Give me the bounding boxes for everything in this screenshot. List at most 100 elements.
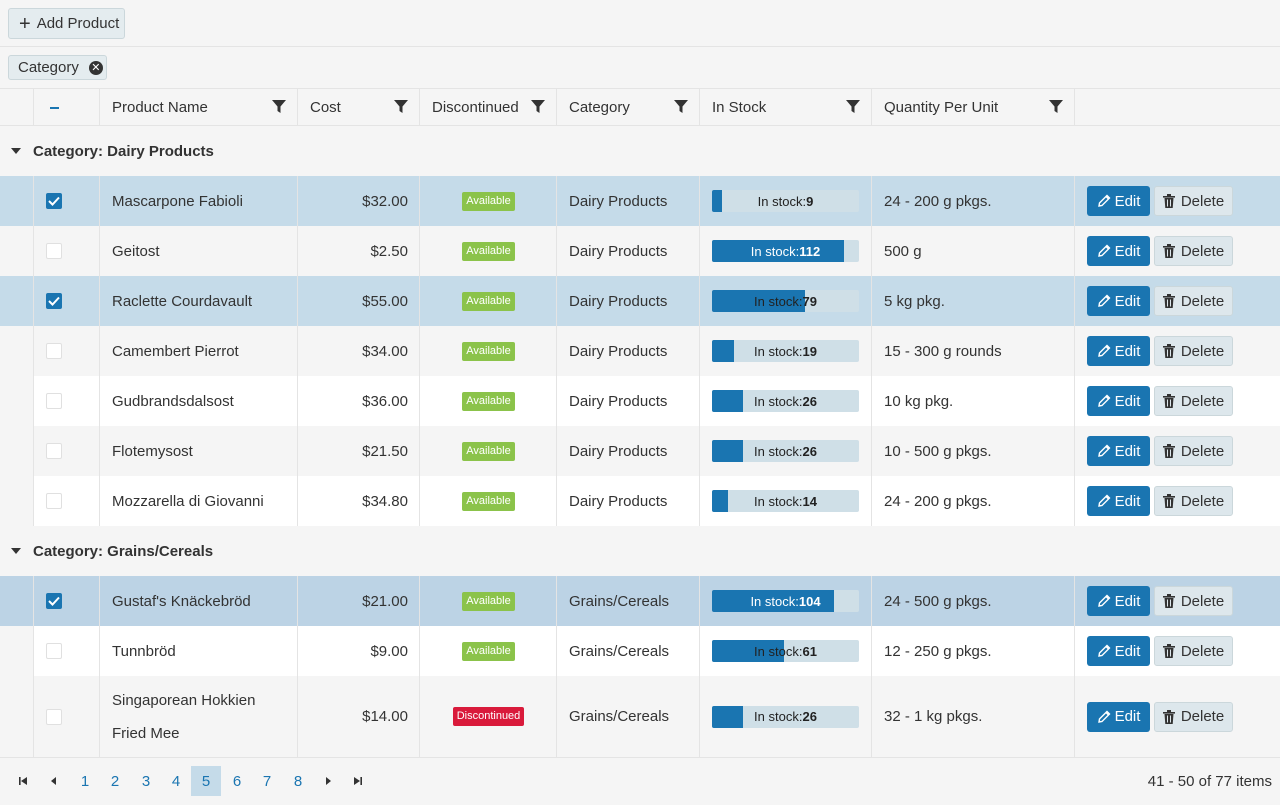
group-header-dairy[interactable]: Category: Dairy Products <box>0 126 1280 176</box>
filter-icon[interactable] <box>846 100 860 114</box>
row-checkbox[interactable] <box>46 443 62 459</box>
row-checkbox[interactable] <box>46 643 62 659</box>
discontinued-cell[interactable]: Available <box>419 626 557 676</box>
table-row[interactable]: Tunnbröd $9.00 Available Grains/Cereals In s… <box>0 626 1280 676</box>
table-row[interactable]: Gustaf's Knäckebröd $21.00 Available Grains… <box>0 576 1280 626</box>
qpu-cell[interactable]: 10 - 500 g pkgs. <box>871 426 1075 476</box>
row-checkbox[interactable] <box>46 193 62 209</box>
stock-cell[interactable]: In stock: 61 <box>699 626 872 676</box>
cost-cell[interactable]: $55.00 <box>297 276 420 326</box>
stock-cell[interactable]: In stock: 26 <box>699 426 872 476</box>
qpu-cell[interactable]: 10 kg pkg. <box>871 376 1075 426</box>
page-button-6[interactable]: 6 <box>232 772 242 790</box>
page-button-7[interactable]: 7 <box>262 772 272 790</box>
cost-cell[interactable]: $14.00 <box>297 676 420 757</box>
table-row[interactable]: Mozzarella di Giovanni $34.80 Available Dai… <box>0 476 1280 526</box>
edit-button[interactable]: Edit <box>1087 586 1150 616</box>
cost-cell[interactable]: $34.00 <box>297 326 420 376</box>
delete-button[interactable]: Delete <box>1154 186 1233 216</box>
row-checkbox[interactable] <box>46 493 62 509</box>
qpu-cell[interactable]: 15 - 300 g rounds <box>871 326 1075 376</box>
stock-cell[interactable]: In stock: 112 <box>699 226 872 276</box>
row-checkbox[interactable] <box>46 293 62 309</box>
page-button-4[interactable]: 4 <box>171 772 181 790</box>
edit-button[interactable]: Edit <box>1087 436 1150 466</box>
page-button-8[interactable]: 8 <box>293 772 303 790</box>
category-cell[interactable]: Grains/Cereals <box>556 576 700 626</box>
edit-button[interactable]: Edit <box>1087 636 1150 666</box>
cost-cell[interactable]: $21.00 <box>297 576 420 626</box>
table-row[interactable]: Camembert Pierrot $34.00 Available Dairy Pr… <box>0 326 1280 376</box>
name-cell[interactable]: Geitost <box>99 226 298 276</box>
stock-cell[interactable]: In stock: 19 <box>699 326 872 376</box>
name-cell[interactable]: Singaporean Hokkien Fried Mee <box>99 676 298 757</box>
select-all-checkbox[interactable] <box>46 99 63 116</box>
name-cell[interactable]: Tunnbröd <box>99 626 298 676</box>
discontinued-cell[interactable]: Discontinued <box>419 676 557 757</box>
header-product-name[interactable]: Product Name <box>99 89 298 126</box>
discontinued-cell[interactable]: Available <box>419 326 557 376</box>
stock-cell[interactable]: In stock: 79 <box>699 276 872 326</box>
cost-cell[interactable]: $36.00 <box>297 376 420 426</box>
group-chip-category[interactable]: Category ✕ <box>8 55 107 80</box>
cost-cell[interactable]: $34.80 <box>297 476 420 526</box>
qpu-cell[interactable]: 5 kg pkg. <box>871 276 1075 326</box>
filter-icon[interactable] <box>531 100 545 114</box>
page-button-1[interactable]: 1 <box>80 772 90 790</box>
row-checkbox[interactable] <box>46 343 62 359</box>
discontinued-cell[interactable]: Available <box>419 476 557 526</box>
edit-button[interactable]: Edit <box>1087 186 1150 216</box>
header-in-stock[interactable]: In Stock <box>699 89 872 126</box>
category-cell[interactable]: Dairy Products <box>556 476 700 526</box>
discontinued-cell[interactable]: Available <box>419 426 557 476</box>
cost-cell[interactable]: $21.50 <box>297 426 420 476</box>
stock-cell[interactable]: In stock: 14 <box>699 476 872 526</box>
category-cell[interactable]: Dairy Products <box>556 176 700 226</box>
table-row[interactable]: Singaporean Hokkien Fried Mee $14.00 Disco… <box>0 676 1280 757</box>
delete-button[interactable]: Delete <box>1154 336 1233 366</box>
stock-cell[interactable]: In stock: 104 <box>699 576 872 626</box>
category-cell[interactable]: Grains/Cereals <box>556 676 700 757</box>
discontinued-cell[interactable]: Available <box>419 176 557 226</box>
name-cell[interactable]: Flotemysost <box>99 426 298 476</box>
delete-button[interactable]: Delete <box>1154 386 1233 416</box>
qpu-cell[interactable]: 32 - 1 kg pkgs. <box>871 676 1075 757</box>
discontinued-cell[interactable]: Available <box>419 226 557 276</box>
delete-button[interactable]: Delete <box>1154 701 1233 732</box>
close-icon[interactable]: ✕ <box>88 60 103 75</box>
category-cell[interactable]: Dairy Products <box>556 426 700 476</box>
edit-button[interactable]: Edit <box>1087 336 1150 366</box>
qpu-cell[interactable]: 500 g <box>871 226 1075 276</box>
row-checkbox[interactable] <box>46 393 62 409</box>
stock-cell[interactable]: In stock: 9 <box>699 176 872 226</box>
header-cost[interactable]: Cost <box>297 89 420 126</box>
last-page-button[interactable] <box>344 766 372 796</box>
filter-icon[interactable] <box>1049 100 1063 114</box>
page-button-2[interactable]: 2 <box>110 772 120 790</box>
header-quantity-per-unit[interactable]: Quantity Per Unit <box>871 89 1075 126</box>
edit-button[interactable]: Edit <box>1087 286 1150 316</box>
qpu-cell[interactable]: 24 - 200 g pkgs. <box>871 176 1075 226</box>
name-cell[interactable]: Gustaf's Knäckebröd <box>99 576 298 626</box>
filter-icon[interactable] <box>674 100 688 114</box>
category-cell[interactable]: Dairy Products <box>556 226 700 276</box>
caret-down-icon[interactable] <box>11 548 21 554</box>
edit-button[interactable]: Edit <box>1087 486 1150 516</box>
name-cell[interactable]: Gudbrandsdalsost <box>99 376 298 426</box>
discontinued-cell[interactable]: Available <box>419 376 557 426</box>
delete-button[interactable]: Delete <box>1154 436 1233 466</box>
name-cell[interactable]: Raclette Courdavault <box>99 276 298 326</box>
category-cell[interactable]: Dairy Products <box>556 276 700 326</box>
qpu-cell[interactable]: 24 - 200 g pkgs. <box>871 476 1075 526</box>
table-row[interactable]: Geitost $2.50 Available Dairy Products In st… <box>0 226 1280 276</box>
group-header-grains[interactable]: Category: Grains/Cereals <box>0 526 1280 576</box>
name-cell[interactable]: Camembert Pierrot <box>99 326 298 376</box>
filter-icon[interactable] <box>394 100 408 114</box>
name-cell[interactable]: Mascarpone Fabioli <box>99 176 298 226</box>
table-row[interactable]: Mascarpone Fabioli $32.00 Available Dairy P… <box>0 176 1280 226</box>
edit-button[interactable]: Edit <box>1087 386 1150 416</box>
edit-button[interactable]: Edit <box>1087 236 1150 266</box>
qpu-cell[interactable]: 12 - 250 g pkgs. <box>871 626 1075 676</box>
category-cell[interactable]: Dairy Products <box>556 326 700 376</box>
discontinued-cell[interactable]: Available <box>419 276 557 326</box>
